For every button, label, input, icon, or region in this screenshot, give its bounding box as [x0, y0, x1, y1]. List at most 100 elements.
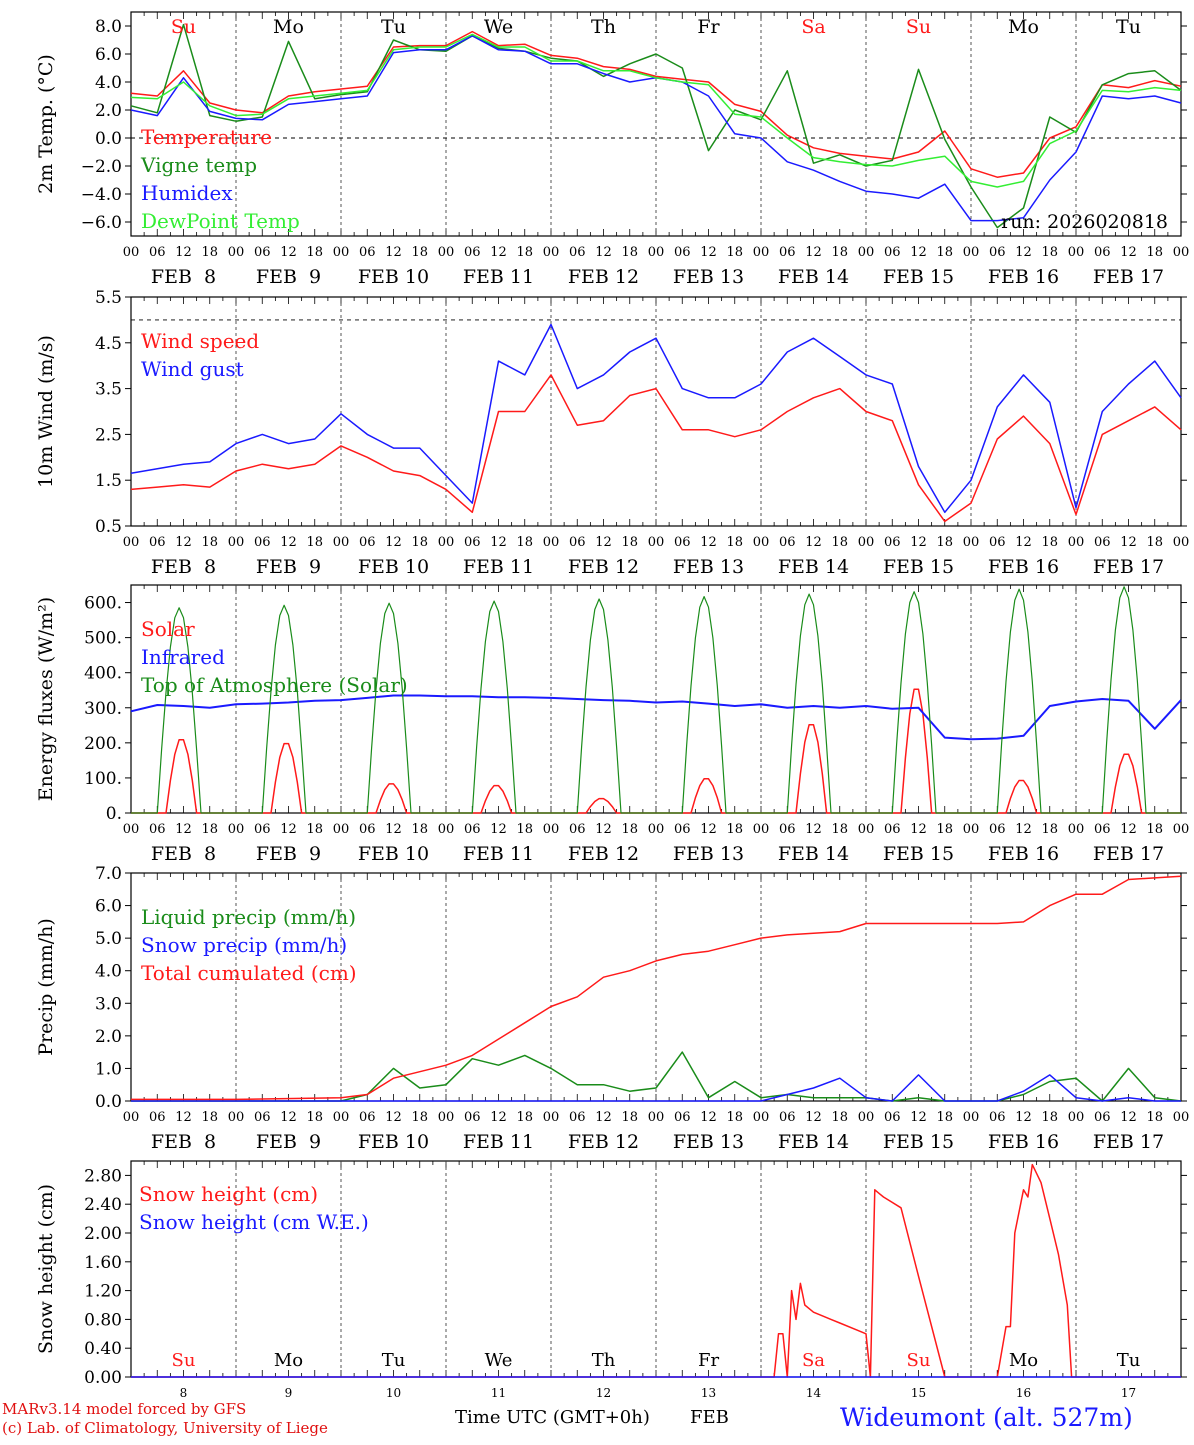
y-tick-label: 6.0 — [95, 897, 122, 917]
temperature-series — [130, 30, 1182, 178]
hour-tick-label: 18 — [201, 245, 218, 260]
hour-tick-label: 00 — [1173, 535, 1190, 550]
hour-tick-label: 12 — [175, 245, 192, 260]
hour-tick-label: 18 — [516, 535, 533, 550]
total-cumulated-cm-series — [131, 875, 1182, 1101]
hour-tick-label: 00 — [648, 245, 665, 260]
hour-tick-label: 12 — [595, 535, 612, 550]
y-tick-label: 500. — [84, 629, 122, 649]
hour-tick-label: 18 — [936, 245, 953, 260]
hour-tick-label: 12 — [1015, 822, 1032, 837]
hour-tick-label: 06 — [674, 535, 691, 550]
y-tick-label: 0.0 — [95, 129, 122, 149]
hour-tick-label: 06 — [1094, 245, 1111, 260]
y-tick-label: 4.5 — [95, 334, 122, 354]
hour-tick-label: 18 — [936, 535, 953, 550]
y-tick-label: 0.5 — [95, 517, 122, 537]
y-tick-label: 400. — [84, 664, 122, 684]
hour-tick-label: 12 — [175, 535, 192, 550]
weekday-label-snow: Th — [592, 1350, 616, 1371]
legend-temperature: Temperature — [141, 125, 272, 149]
hour-tick-label: 12 — [595, 822, 612, 837]
hour-tick-label: 06 — [359, 535, 376, 550]
hour-tick-label: 12 — [1015, 245, 1032, 260]
top-of-atmosphere-solar-series-day-3 — [341, 602, 446, 814]
hour-tick-label: 18 — [621, 245, 638, 260]
hour-tick-label: 00 — [333, 535, 350, 550]
hour-tick-label: 12 — [385, 1110, 402, 1125]
date-label: FEB 13 — [673, 556, 744, 578]
weekday-label-snow: Tu — [382, 1350, 406, 1371]
x-axis-title: Time UTC (GMT+0h) — [455, 1407, 650, 1428]
hour-tick-label: 12 — [1015, 1110, 1032, 1125]
top-of-atmosphere-solar-series-day-5 — [551, 598, 656, 814]
y-tick-label: −6.0 — [81, 213, 122, 233]
hour-tick-label: 12 — [910, 822, 927, 837]
y-tick-label: 600. — [84, 594, 122, 614]
hour-tick-label: 18 — [936, 822, 953, 837]
hour-tick-label: 06 — [989, 1110, 1006, 1125]
hour-tick-label: 00 — [1173, 822, 1190, 837]
top-of-atmosphere-solar-series-day-4 — [446, 600, 551, 814]
hour-tick-label: 12 — [910, 535, 927, 550]
hour-tick-label: 00 — [648, 1110, 665, 1125]
date-label: FEB 8 — [151, 1131, 216, 1153]
hour-tick-label: 18 — [1041, 535, 1058, 550]
hour-tick-label: 06 — [359, 822, 376, 837]
snow-height-cm-series — [131, 1163, 1181, 1378]
panel-5 — [125, 1160, 1187, 1378]
hour-tick-label: 00 — [1173, 245, 1190, 260]
weekday-label-snow: Fr — [698, 1350, 719, 1371]
hour-tick-label: 18 — [726, 822, 743, 837]
hour-tick-label: 00 — [333, 1110, 350, 1125]
wind-speed-series — [130, 374, 1182, 523]
date-label: FEB 9 — [256, 843, 321, 865]
weekday-label-top: Mo — [1008, 16, 1039, 38]
run-label: run: 2026020818 — [1001, 211, 1168, 233]
date-label: FEB 10 — [358, 1131, 429, 1153]
panel-3 — [125, 584, 1187, 814]
date-label: FEB 12 — [568, 1131, 639, 1153]
hour-tick-label: 00 — [858, 1110, 875, 1125]
hour-tick-label: 18 — [1146, 535, 1163, 550]
hour-tick-label: 00 — [753, 822, 770, 837]
y-tick-label: 3.0 — [95, 994, 122, 1014]
weekday-label-top: Sa — [801, 16, 825, 38]
hour-tick-label: 18 — [201, 822, 218, 837]
hour-tick-label: 06 — [779, 1110, 796, 1125]
hour-tick-label: 18 — [1146, 1110, 1163, 1125]
weekday-label-snow: Su — [172, 1350, 196, 1371]
y-tick-label: 0. — [106, 804, 122, 824]
hour-tick-label: 18 — [1146, 245, 1163, 260]
hour-tick-label: 12 — [385, 535, 402, 550]
hour-tick-label: 06 — [359, 245, 376, 260]
date-label: FEB 10 — [358, 556, 429, 578]
top-of-atmosphere-solar-series-day-8 — [866, 591, 971, 814]
weekday-label-top: Th — [591, 16, 616, 38]
hour-tick-label: 18 — [1041, 822, 1058, 837]
panel-4 — [125, 872, 1187, 1102]
hour-tick-label: 12 — [1120, 822, 1137, 837]
hour-tick-label: 06 — [149, 1110, 166, 1125]
hour-tick-label: 00 — [963, 822, 980, 837]
hour-tick-label: 00 — [123, 245, 140, 260]
hour-tick-label: 06 — [989, 822, 1006, 837]
hour-tick-label: 12 — [805, 822, 822, 837]
infrared-series — [130, 694, 1182, 741]
hour-tick-label: 00 — [438, 822, 455, 837]
y-tick-label: 1.60 — [84, 1253, 122, 1273]
hour-tick-label: 06 — [359, 1110, 376, 1125]
hour-tick-label: 06 — [1094, 1110, 1111, 1125]
date-label: FEB 8 — [151, 843, 216, 865]
weekday-label-top: Su — [171, 16, 196, 38]
hour-tick-label: 00 — [333, 822, 350, 837]
hour-tick-label: 00 — [123, 822, 140, 837]
date-label: FEB 16 — [988, 1131, 1059, 1153]
hour-tick-label: 00 — [753, 535, 770, 550]
solar-series-day-10 — [1076, 753, 1181, 814]
date-label: FEB 11 — [463, 556, 534, 578]
hour-tick-label: 00 — [1068, 245, 1085, 260]
hour-tick-label: 06 — [569, 1110, 586, 1125]
hour-tick-label: 12 — [490, 1110, 507, 1125]
y-tick-label: 2.40 — [84, 1195, 122, 1215]
